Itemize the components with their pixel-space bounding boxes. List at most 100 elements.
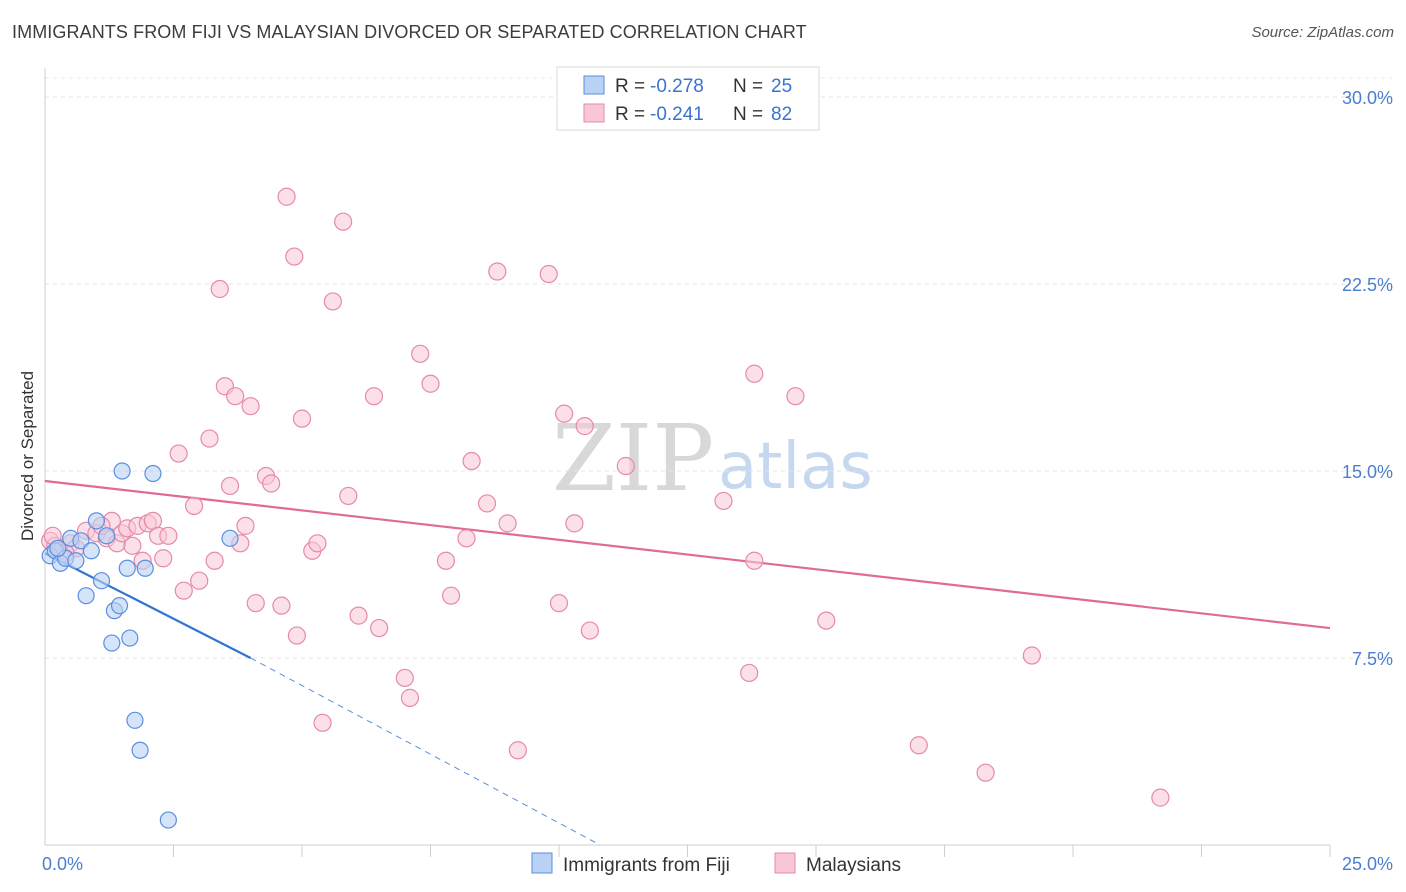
malaysians-point (421, 374, 440, 393)
malaysians-point (411, 344, 430, 363)
fiji-point (67, 552, 85, 570)
malaysians-point (441, 586, 461, 605)
malaysians-point (488, 262, 507, 281)
malaysians-point (565, 514, 584, 533)
malaysians-point (498, 514, 517, 533)
malaysians-point (575, 417, 594, 436)
watermark-atlas: atlas (718, 430, 873, 504)
malaysians-point (462, 451, 481, 471)
legend-n-value-2: 82 (771, 104, 792, 125)
series-swatch-malaysians (774, 852, 796, 874)
malaysians-point (508, 741, 527, 760)
fiji-point (131, 741, 149, 759)
fiji-point (92, 572, 111, 590)
malaysians-point (262, 474, 281, 493)
y-axis-title: Divorced or Separated (18, 371, 37, 541)
y-axis-label: Divorced or Separated (18, 371, 37, 541)
fiji-point (49, 539, 67, 557)
fiji-point (103, 634, 121, 652)
malaysians-point (313, 713, 332, 732)
axes: 7.5% 15.0% 22.5% 30.0% 0.0% 25.0% (42, 68, 1393, 874)
malaysians-point (169, 444, 188, 463)
malaysians-point (184, 496, 204, 516)
malaysians-point (339, 486, 358, 506)
fiji-point (221, 529, 239, 547)
fiji-point (110, 597, 129, 615)
malaysians-point (220, 476, 240, 496)
malaysians-point (1151, 788, 1170, 807)
fiji-point (121, 629, 139, 647)
malaysians-point (154, 549, 173, 568)
malaysians-point (210, 279, 229, 299)
series-legend: Immigrants from Fiji Malaysians (531, 852, 901, 876)
malaysians-point (349, 606, 368, 625)
malaysians-point (976, 763, 995, 782)
malaysians-point (200, 429, 219, 448)
malaysians-point (1022, 646, 1041, 665)
legend-swatch-fiji (583, 75, 605, 95)
malaysians-point (292, 409, 312, 428)
legend-n-value-1: 25 (771, 76, 792, 97)
series-swatch-fiji (531, 852, 553, 874)
malaysians-point (205, 551, 224, 570)
legend-r-label-2: R = (615, 104, 645, 125)
malaysians-point (745, 364, 764, 383)
stats-legend: R = -0.278 N = 25 R = -0.241 N = 82 (556, 66, 820, 131)
malaysians-point (287, 626, 306, 645)
fiji-point (159, 811, 177, 829)
fiji-point (87, 512, 106, 530)
malaysians-point (285, 247, 304, 266)
malaysians-point (159, 526, 178, 545)
malaysians-point (246, 594, 265, 613)
fiji-point (136, 559, 154, 577)
y-tick-label: 7.5% (1352, 649, 1393, 669)
malaysians-point (308, 534, 327, 553)
legend-n-label-1: N = (733, 76, 763, 97)
malaysians-point (241, 397, 260, 416)
legend-r-value-2: -0.241 (650, 104, 704, 125)
y-tick-label: 30.0% (1342, 88, 1393, 108)
x-tick-label: 25.0% (1342, 854, 1393, 874)
malaysians-point (334, 212, 353, 231)
malaysians-point (817, 611, 836, 630)
trend-lines (44, 479, 1331, 846)
series-label-fiji: Immigrants from Fiji (563, 855, 730, 876)
malaysians-point (272, 596, 291, 615)
source-credit: Source: ZipAtlas.com (1251, 24, 1394, 41)
malaysians-point (549, 594, 569, 613)
malaysians-point (226, 387, 245, 406)
fiji-point (126, 711, 144, 729)
malaysians-point (436, 551, 456, 570)
fiji-point (118, 559, 136, 577)
malaysians-point (740, 663, 759, 683)
malaysians-point (555, 404, 574, 423)
malaysians-point (457, 529, 476, 548)
series-label-malaysians: Malaysians (806, 855, 901, 876)
malaysians-point (190, 571, 209, 590)
malaysians-point (123, 536, 142, 555)
malaysians-trend-line (44, 479, 1331, 630)
chart-title: IMMIGRANTS FROM FIJI VS MALAYSIAN DIVORC… (12, 22, 807, 42)
malaysians-point (714, 491, 733, 511)
malaysians-point (539, 264, 558, 284)
malaysians-point (364, 387, 384, 406)
y-tick-label: 22.5% (1342, 275, 1393, 295)
fiji-trend-extension (250, 657, 601, 846)
fiji-point (72, 532, 90, 550)
fiji-trend-line (44, 552, 252, 659)
fiji-point (144, 464, 162, 483)
legend-r-value-1: -0.278 (650, 76, 704, 97)
malaysians-point (277, 187, 296, 206)
malaysians-point (580, 621, 599, 640)
grid (45, 77, 1392, 659)
malaysians-point (174, 581, 193, 600)
fiji-point (77, 587, 95, 605)
legend-swatch-malaysians (583, 103, 605, 123)
malaysians-point (400, 688, 420, 707)
malaysians-point (323, 292, 342, 311)
watermark: ZIP atlas (552, 405, 873, 512)
data-points (41, 187, 1170, 829)
malaysians-point (370, 618, 389, 638)
fiji-point (98, 527, 116, 545)
